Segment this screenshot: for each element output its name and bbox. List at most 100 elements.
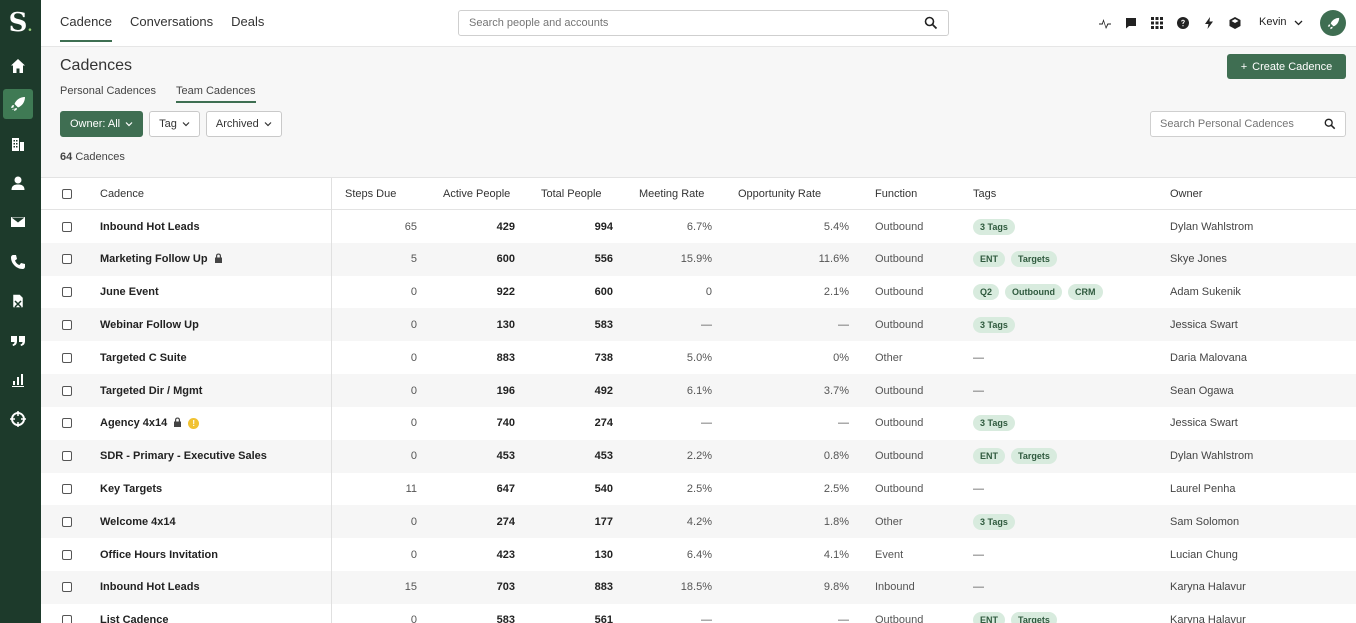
tag-badge[interactable]: Targets	[1011, 612, 1057, 623]
column-header-tags[interactable]: Tags	[973, 187, 997, 200]
home-icon[interactable]	[3, 51, 33, 81]
column-header-function[interactable]: Function	[875, 187, 918, 200]
tag-badge[interactable]: Targets	[1011, 251, 1057, 268]
search-icon[interactable]	[1324, 118, 1336, 130]
cadence-name[interactable]: Marketing Follow Up	[100, 253, 208, 266]
row-checkbox[interactable]	[62, 276, 73, 309]
cadence-name-cell[interactable]: Inbound Hot Leads	[100, 571, 330, 604]
document-icon[interactable]	[3, 286, 33, 316]
table-row[interactable]: Targeted C Suite 0 883 738 5.0% 0% Other — Daria…	[41, 341, 1356, 374]
table-row[interactable]: Welcome 4x14 0 274 177 4.2% 1.8% Other 3 Tags Sa…	[41, 505, 1356, 539]
column-header-steps-due[interactable]: Steps Due	[345, 187, 397, 200]
column-header-active-people[interactable]: Active People	[443, 187, 511, 200]
search-icon[interactable]	[924, 16, 938, 30]
row-checkbox[interactable]	[62, 604, 73, 623]
cadence-name[interactable]: Targeted Dir / Mgmt	[100, 384, 203, 397]
cadence-name[interactable]: Welcome 4x14	[100, 515, 176, 528]
cadence-name[interactable]: Inbound Hot Leads	[100, 581, 200, 594]
integrations-cube-icon[interactable]	[1227, 15, 1243, 31]
row-checkbox[interactable]	[62, 243, 73, 276]
top-nav-deals[interactable]: Deals	[231, 14, 265, 29]
tag-badge[interactable]: 3 Tags	[973, 316, 1015, 333]
row-checkbox[interactable]	[62, 571, 73, 604]
tag-badge[interactable]: 3 Tags	[973, 513, 1015, 530]
row-checkbox[interactable]	[62, 308, 73, 341]
top-nav-cadence[interactable]: Cadence	[60, 14, 113, 42]
column-header-owner[interactable]: Owner	[1170, 187, 1203, 200]
row-checkbox[interactable]	[62, 407, 73, 440]
chat-icon[interactable]	[1123, 15, 1139, 31]
activity-pulse-icon[interactable]	[1097, 15, 1113, 31]
cadence-name-cell[interactable]: Marketing Follow Up	[100, 243, 330, 276]
column-header-cadence[interactable]: Cadence	[100, 187, 145, 200]
tag-badge[interactable]: 3 Tags	[973, 218, 1015, 235]
email-icon[interactable]	[3, 207, 33, 237]
quote-icon[interactable]	[3, 325, 33, 355]
table-row[interactable]: SDR - Primary - Executive Sales 0 453 453 2.…	[41, 439, 1356, 473]
cadence-name-cell[interactable]: List Cadence	[100, 604, 330, 623]
people-icon[interactable]	[3, 168, 33, 198]
cadence-name[interactable]: Webinar Follow Up	[100, 318, 199, 331]
top-nav-conversations[interactable]: Conversations	[130, 14, 214, 29]
column-header-total-people[interactable]: Total People	[541, 187, 602, 200]
apps-grid-icon[interactable]	[1149, 15, 1165, 31]
cadence-name[interactable]: SDR - Primary - Executive Sales	[100, 450, 267, 463]
table-row[interactable]: June Event 0 922 600 0 2.1% Outbound Q2 Outbound…	[41, 276, 1356, 309]
table-row[interactable]: Webinar Follow Up 0 130 583 — — Outbound 3 Tags…	[41, 308, 1356, 342]
table-row[interactable]: Inbound Hot Leads 15 703 883 18.5% 9.8% Inboun…	[41, 570, 1356, 604]
cadence-name-cell[interactable]: SDR - Primary - Executive Sales	[100, 440, 330, 473]
table-row[interactable]: List Cadence 0 583 561 — — Outbound ENT Targets K…	[41, 604, 1356, 623]
table-row[interactable]: Office Hours Invitation 0 423 130 6.4% 4.1% Ev…	[41, 538, 1356, 571]
cadence-name[interactable]: Office Hours Invitation	[100, 548, 218, 561]
cadence-name-cell[interactable]: Inbound Hot Leads	[100, 210, 330, 243]
tab-team-cadences[interactable]: Team Cadences	[176, 85, 256, 103]
row-checkbox[interactable]	[62, 538, 73, 571]
cadence-name-cell[interactable]: June Event	[100, 276, 330, 309]
table-row[interactable]: Inbound Hot Leads 65 429 994 6.7% 5.4% Outboun…	[41, 210, 1356, 243]
avatar[interactable]	[1320, 10, 1346, 36]
cadence-name-cell[interactable]: Targeted C Suite	[100, 341, 330, 374]
tag-badge[interactable]: CRM	[1068, 284, 1103, 301]
row-checkbox[interactable]	[62, 374, 73, 407]
row-checkbox[interactable]	[62, 440, 73, 473]
cadence-name-cell[interactable]: Agency 4x14!	[100, 407, 330, 440]
tag-badge[interactable]: 3 Tags	[973, 415, 1015, 432]
global-search-input[interactable]	[458, 10, 949, 36]
create-cadence-button[interactable]: + Create Cadence	[1227, 54, 1346, 79]
cadence-name[interactable]: Targeted C Suite	[100, 351, 187, 364]
row-checkbox[interactable]	[62, 472, 73, 505]
tag-badge[interactable]: Outbound	[1005, 284, 1062, 301]
select-all-checkbox[interactable]	[62, 178, 73, 209]
row-checkbox[interactable]	[62, 341, 73, 374]
table-row[interactable]: Targeted Dir / Mgmt 0 196 492 6.1% 3.7% Outbou…	[41, 374, 1356, 407]
cadence-rocket-icon[interactable]	[3, 89, 33, 119]
cadence-name[interactable]: Inbound Hot Leads	[100, 220, 200, 233]
tag-badge[interactable]: Targets	[1011, 448, 1057, 465]
app-logo[interactable]: S.	[8, 8, 33, 38]
cadence-name[interactable]: Key Targets	[100, 482, 163, 495]
cadence-name-cell[interactable]: Webinar Follow Up	[100, 308, 330, 341]
column-header-meeting-rate[interactable]: Meeting Rate	[639, 187, 705, 200]
cadence-name-cell[interactable]: Key Targets	[100, 472, 330, 505]
tab-personal-cadences[interactable]: Personal Cadences	[60, 85, 157, 97]
cadence-name-cell[interactable]: Office Hours Invitation	[100, 538, 330, 571]
table-row[interactable]: Key Targets 11 647 540 2.5% 2.5% Outbound — Laur…	[41, 472, 1356, 505]
owner-filter-button[interactable]: Owner: All	[60, 111, 144, 137]
target-crosshair-icon[interactable]	[3, 404, 33, 434]
cadence-name-cell[interactable]: Welcome 4x14	[100, 505, 330, 538]
search-personal-cadences-input[interactable]	[1150, 111, 1346, 137]
table-row[interactable]: Marketing Follow Up 5 600 556 15.9% 11.6% Outb…	[41, 242, 1356, 276]
cadence-name[interactable]: June Event	[100, 286, 159, 299]
phone-icon[interactable]	[3, 247, 33, 277]
row-checkbox[interactable]	[62, 505, 73, 538]
archived-filter-button[interactable]: Archived	[205, 111, 282, 137]
chevron-down-icon[interactable]	[1294, 18, 1303, 27]
lightning-icon[interactable]	[1201, 15, 1217, 31]
tag-filter-button[interactable]: Tag	[149, 111, 200, 137]
cadence-name-cell[interactable]: Targeted Dir / Mgmt	[100, 374, 330, 407]
help-icon[interactable]	[1175, 15, 1191, 31]
cadence-name[interactable]: Agency 4x14	[100, 417, 168, 430]
analytics-bar-chart-icon[interactable]	[3, 365, 33, 395]
column-header-opportunity-rate[interactable]: Opportunity Rate	[738, 187, 822, 200]
tag-badge[interactable]: ENT	[973, 612, 1005, 623]
